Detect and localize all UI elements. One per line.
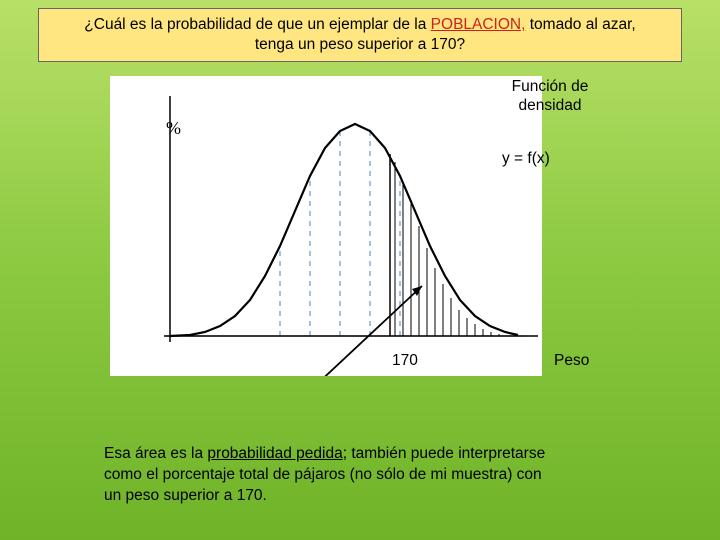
footer-l1b: ; también puede interpretarse (343, 445, 545, 462)
question-line-2: tenga un peso superior a 170? (49, 35, 671, 55)
footer-l2: como el porcentaje total de pájaros (no … (104, 466, 542, 483)
fx-label: y = f(x) (502, 150, 550, 168)
x-170-label: 170 (392, 352, 418, 370)
question-box: ¿Cuál es la probabilidad de que un ejemp… (38, 8, 682, 62)
question-line-1: ¿Cuál es la probabilidad de que un ejemp… (49, 15, 671, 35)
q-l1-post: tomado al azar, (525, 16, 635, 33)
footer-l1a: Esa área es la (104, 445, 207, 462)
density-function-label: Función de densidad (490, 78, 610, 115)
q-l1-pre: ¿Cuál es la probabilidad de que un ejemp… (84, 16, 430, 33)
y-axis-percent-label: % (166, 118, 181, 139)
footer-l3: un peso superior a 170. (104, 487, 267, 504)
q-l1-highlight: POBLACION, (431, 16, 526, 33)
footer-underline: probabilidad pedida (207, 445, 342, 462)
footer-explanation: Esa área es la probabilidad pedida; tamb… (104, 444, 644, 507)
density-l2: densidad (519, 97, 582, 114)
x-axis-peso-label: Peso (554, 352, 589, 370)
density-l1: Función de (512, 78, 589, 95)
